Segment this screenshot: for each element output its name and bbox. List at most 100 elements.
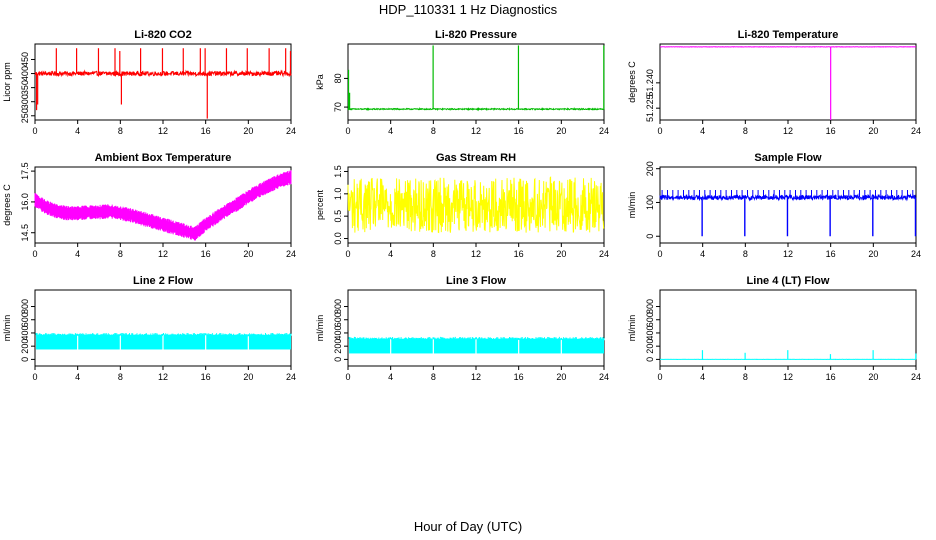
x-tick-label: 20 xyxy=(243,126,253,136)
figure-title: HDP_110331 1 Hz Diagnostics xyxy=(379,2,558,17)
x-tick-label: 16 xyxy=(826,249,836,259)
x-tick-label: 4 xyxy=(75,249,80,259)
y-tick-label: 250 xyxy=(20,108,30,123)
panel-title: Line 4 (LT) Flow xyxy=(747,275,830,287)
x-tick-label: 0 xyxy=(345,249,350,259)
x-tick-label: 0 xyxy=(657,372,662,382)
series-line xyxy=(347,107,605,112)
chart-panel-4: Ambient Box Temperature 0 4 8 12 16 20 24 14.5 16… xyxy=(2,152,296,259)
x-tick-label: 4 xyxy=(700,249,705,259)
x-tick-label: 24 xyxy=(286,372,296,382)
y-tick-label: 0 xyxy=(645,357,655,362)
x-tick-label: 4 xyxy=(388,126,393,136)
y-tick-label: 200 xyxy=(645,339,655,354)
y-axis-label: ml/min xyxy=(627,192,637,219)
chart-panel-9: Line 4 (LT) Flow 0 4 8 12 16 20 24 0 200400600800… xyxy=(627,275,921,382)
y-tick-label: 1.5 xyxy=(333,165,343,178)
panel-title: Gas Stream RH xyxy=(436,152,516,164)
y-axis-label: degrees C xyxy=(627,61,637,103)
y-tick-label: 0 xyxy=(645,234,655,239)
chart-panel-2: Li-820 Pressure 0 4 8 12 16 20 24 70 80 kPa xyxy=(315,29,609,136)
data-series xyxy=(34,170,292,241)
y-tick-label: 400 xyxy=(645,325,655,340)
y-tick-label: 400 xyxy=(20,66,30,81)
x-tick-label: 12 xyxy=(471,126,481,136)
y-tick-label: 600 xyxy=(333,312,343,327)
x-tick-label: 24 xyxy=(599,372,609,382)
x-tick-label: 24 xyxy=(911,126,921,136)
y-tick-label: 350 xyxy=(20,80,30,95)
y-tick-label: 800 xyxy=(20,299,30,314)
x-tick-label: 8 xyxy=(118,249,123,259)
y-tick-label: 80 xyxy=(333,73,343,83)
x-tick-label: 0 xyxy=(32,249,37,259)
chart-panel-5: Gas Stream RH 0 4 8 12 16 20 24 0.0 0.5 1.0 1.5 perc… xyxy=(315,152,609,259)
y-tick-label: 51.225 xyxy=(645,94,655,122)
y-axis-label: kPa xyxy=(315,74,325,90)
panel-title: Ambient Box Temperature xyxy=(95,152,232,164)
y-tick-label: 200 xyxy=(645,161,655,176)
y-tick-label: 300 xyxy=(20,94,30,109)
y-tick-label: 0.5 xyxy=(333,210,343,223)
x-tick-label: 12 xyxy=(471,372,481,382)
x-tick-label: 12 xyxy=(158,126,168,136)
x-tick-label: 4 xyxy=(700,372,705,382)
panel-title: Li-820 CO2 xyxy=(134,29,191,41)
y-tick-label: 100 xyxy=(645,195,655,210)
y-tick-label: 600 xyxy=(20,312,30,327)
x-tick-label: 0 xyxy=(32,126,37,136)
flow-noise xyxy=(348,336,605,341)
y-tick-label: 200 xyxy=(20,339,30,354)
y-axis-label: percent xyxy=(315,189,325,220)
y-tick-label: 14.5 xyxy=(20,224,30,242)
x-tick-label: 0 xyxy=(657,126,662,136)
x-tick-label: 8 xyxy=(118,372,123,382)
x-tick-label: 8 xyxy=(431,249,436,259)
plot-frame xyxy=(659,43,917,121)
x-tick-label: 20 xyxy=(868,126,878,136)
x-tick-label: 16 xyxy=(514,372,524,382)
x-tick-label: 4 xyxy=(388,372,393,382)
data-series xyxy=(347,45,605,112)
y-tick-label: 17.5 xyxy=(20,162,30,180)
x-tick-label: 8 xyxy=(431,126,436,136)
y-tick-label: 16.0 xyxy=(20,193,30,211)
y-axis-label: degrees C xyxy=(2,184,12,226)
y-tick-label: 0 xyxy=(20,357,30,362)
y-tick-label: 400 xyxy=(20,325,30,340)
x-tick-label: 16 xyxy=(201,126,211,136)
x-tick-label: 16 xyxy=(514,126,524,136)
series-line xyxy=(659,193,917,202)
x-tick-label: 0 xyxy=(32,372,37,382)
y-tick-label: 0 xyxy=(333,357,343,362)
plot-frame xyxy=(34,289,292,367)
x-tick-label: 12 xyxy=(783,249,793,259)
x-tick-label: 20 xyxy=(556,372,566,382)
x-tick-label: 16 xyxy=(514,249,524,259)
x-tick-label: 20 xyxy=(868,372,878,382)
x-tick-label: 0 xyxy=(657,249,662,259)
temperature-trace xyxy=(34,170,292,241)
panel-title: Li-820 Pressure xyxy=(435,29,517,41)
y-tick-label: 1.0 xyxy=(333,188,343,201)
y-axis-label: ml/min xyxy=(2,315,12,342)
y-tick-label: 51.240 xyxy=(645,69,655,97)
x-tick-label: 20 xyxy=(243,249,253,259)
chart-panel-3: Li-820 Temperature 0 4 8 12 16 20 24 51.22551.24… xyxy=(627,29,921,136)
y-axis-label: Licor ppm xyxy=(2,62,12,102)
x-tick-label: 4 xyxy=(388,249,393,259)
sample-flow-ticks xyxy=(661,190,914,198)
x-tick-label: 0 xyxy=(345,372,350,382)
x-tick-label: 20 xyxy=(556,126,566,136)
data-series xyxy=(659,190,917,237)
y-tick-label: 70 xyxy=(333,102,343,112)
data-series xyxy=(347,176,605,234)
y-tick-label: 800 xyxy=(645,299,655,314)
x-tick-label: 8 xyxy=(743,372,748,382)
y-tick-label: 800 xyxy=(333,299,343,314)
